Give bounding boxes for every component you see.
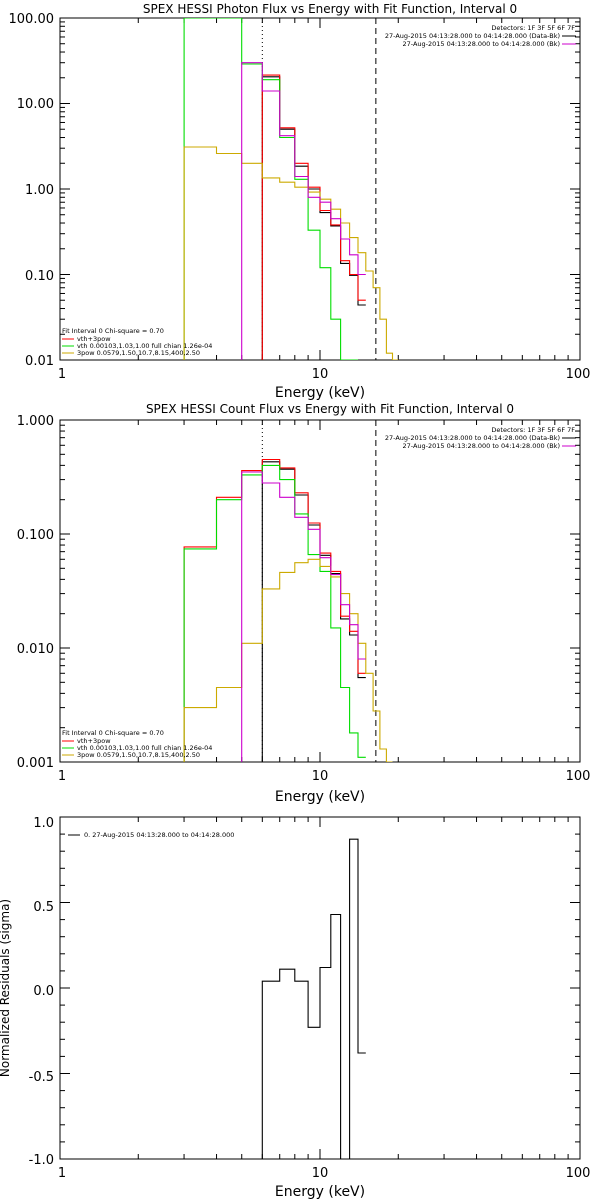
legend-fit-info: Fit Interval 0 Chi-square = 0.70 [62, 327, 164, 335]
series-step-line [261, 461, 366, 762]
series-step-line [183, 464, 366, 762]
legend-entry: 27-Aug-2015 04:13:28.000 to 04:14:28.000… [385, 32, 560, 40]
series-step-line [183, 558, 393, 762]
x-tick-label: 1 [58, 769, 66, 784]
tick-marks [59, 816, 580, 1160]
legend-entry: 3pow 0.0579,1.50,10.7,8.15,400,2.50 [77, 349, 200, 357]
y-tick-label: 0.100 [17, 528, 54, 543]
chart-title: SPEX HESSI Photon Flux vs Energy with Fi… [143, 2, 517, 16]
legend-entry: vth 0.00103,1.03,1.00 full chian 1.26e-0… [77, 342, 212, 350]
series-step-line [183, 18, 358, 360]
legend-entry: 27-Aug-2015 04:13:28.000 to 04:14:28.000… [403, 442, 560, 450]
legend-entry: 0. 27-Aug-2015 04:13:28.000 to 04:14:28.… [84, 831, 234, 839]
chart-title: SPEX HESSI Count Flux vs Energy with Fit… [146, 402, 514, 416]
y-tick-label: 10.00 [17, 97, 54, 112]
legend-detectors: Detectors: 1F 3F 5F 6F 7F [491, 426, 575, 434]
y-tick-label: -0.5 [29, 1070, 54, 1085]
series-step-line [183, 146, 399, 360]
legend-detectors: Detectors: 1F 3F 5F 6F 7F [491, 24, 575, 32]
tick-marks [59, 419, 580, 763]
y-tick-label: 0.5 [33, 900, 54, 915]
y-tick-label: 0.001 [17, 756, 54, 771]
x-axis-label: Energy (keV) [275, 385, 365, 401]
x-tick-label: 10 [312, 367, 329, 382]
x-tick-label: 100 [566, 1166, 591, 1181]
y-tick-label: 0.0 [33, 984, 54, 999]
data-series [183, 18, 399, 360]
data-series [183, 458, 393, 762]
y-tick-label: 0.01 [25, 354, 54, 369]
y-tick-label: 1.000 [17, 414, 54, 429]
count-flux-panel: SPEX HESSI Count Flux vs Energy with Fit… [17, 402, 591, 805]
legend-fit-info: Fit Interval 0 Chi-square = 0.70 [62, 729, 164, 737]
legend-entry: vth+3pow [77, 737, 111, 745]
x-tick-label: 10 [312, 769, 329, 784]
series-step-line [261, 838, 366, 1159]
x-tick-label: 10 [312, 1166, 329, 1181]
x-tick-label: 100 [566, 367, 591, 382]
plot-frame [59, 419, 581, 763]
x-tick-label: 100 [566, 769, 591, 784]
legend-entry: vth+3pow [77, 335, 111, 343]
y-tick-label: -1.0 [29, 1153, 54, 1168]
x-axis-label: Energy (keV) [275, 789, 365, 805]
residuals-panel: 1 10 100 1.0 0.5 0.0 -0.5 -1.0 Energy (k… [0, 816, 590, 1200]
legend-entry: 3pow 0.0579,1.50,10.7,8.15,400,2.50 [77, 751, 200, 759]
series-step-line [241, 471, 366, 762]
data-series [261, 838, 366, 1159]
series-step-line [261, 76, 366, 360]
y-tick-label: 100.00 [9, 12, 55, 27]
y-tick-label: 1.00 [25, 183, 54, 198]
y-axis-label: Normalized Residuals (sigma) [0, 899, 12, 1077]
y-tick-label: 1.0 [33, 816, 54, 831]
series-step-line [261, 74, 366, 360]
x-axis-label: Energy (keV) [275, 1184, 365, 1200]
series-step-line [183, 458, 366, 762]
y-tick-label: 0.10 [25, 269, 54, 284]
legend-entry: 27-Aug-2015 04:13:28.000 to 04:14:28.000… [403, 40, 560, 48]
x-tick-label: 1 [58, 367, 66, 382]
photon-flux-panel: SPEX HESSI Photon Flux vs Energy with Fi… [9, 2, 591, 401]
series-step-line [241, 62, 366, 360]
legend-entry: vth 0.00103,1.03,1.00 full chian 1.26e-0… [77, 744, 212, 752]
y-tick-label: 0.010 [17, 642, 54, 657]
x-tick-label: 1 [58, 1166, 66, 1181]
legend-entry: 27-Aug-2015 04:13:28.000 to 04:14:28.000… [385, 434, 560, 442]
